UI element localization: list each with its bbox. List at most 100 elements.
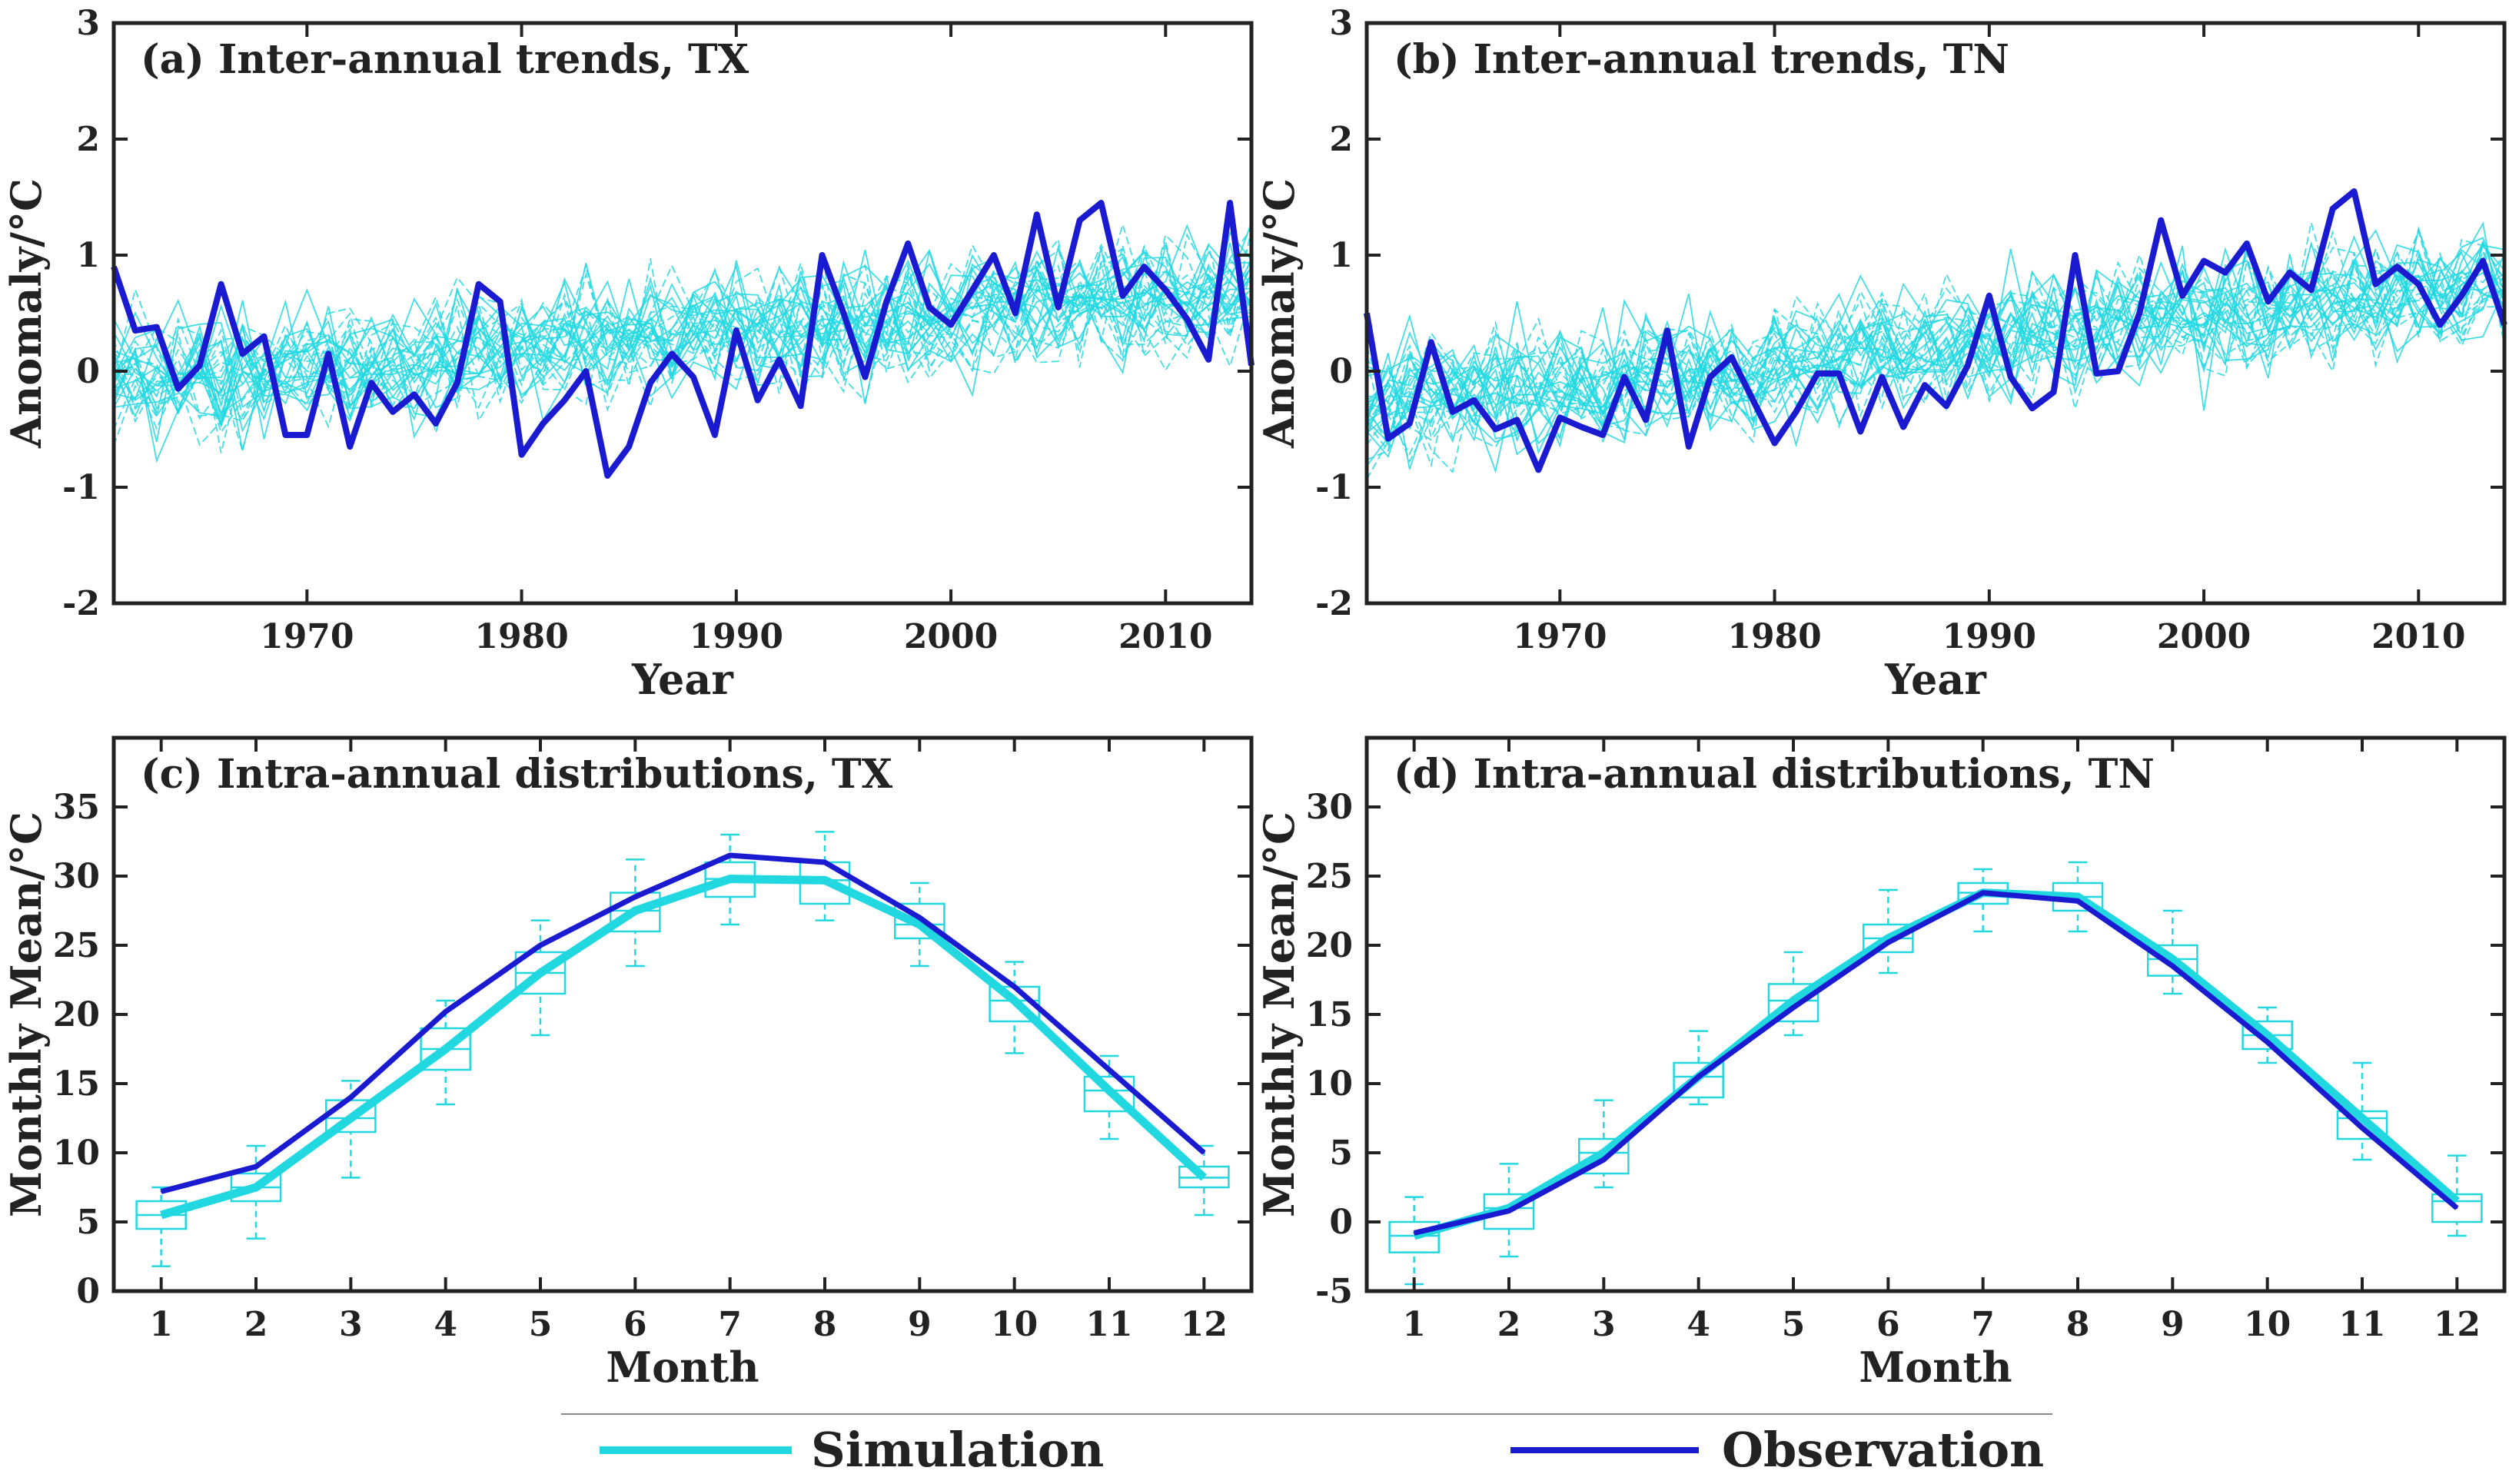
observation-point-2000 [950,324,952,326]
panel-a-xlabel: Year [631,655,733,704]
panel-c-ytick-label-30: 30 [53,857,100,896]
observation-point-1998 [907,242,909,244]
observation-point-2010 [1165,289,1167,291]
observation-point-1997 [886,300,888,303]
observation-point-1982 [1816,373,1819,375]
observation-point-month-4 [444,1011,447,1013]
box-month-12 [2431,1193,2483,1223]
panel-d-ytick-label-0: 0 [1329,1203,1353,1242]
observation-point-1985 [1881,376,1883,378]
observation-point-2012 [2461,294,2463,297]
panel-c-xtick-label-7: 7 [718,1305,742,1344]
panel-a-xtick-label-2000: 2000 [904,617,998,656]
simulation-point-month-10 [1013,1000,1015,1001]
observation-line [1364,188,2507,473]
observation-point-1980 [1773,442,1776,444]
observation-point-1997 [2138,312,2141,314]
observation-point-month-11 [2361,1127,2363,1129]
observation-point-2006 [1078,219,1081,221]
observation-point-1994 [821,254,823,256]
legend: Simulation Observation [561,1413,2052,1478]
observation-point-1971 [1580,426,1583,428]
observation-point-month-8 [2077,900,2079,902]
simulation-member-10 [113,237,1252,430]
legend-observation-label: Observation [1722,1422,2044,1478]
observation-point-1964 [177,387,179,390]
observation-point-1985 [628,446,630,448]
simulation-point-month-7 [729,878,731,880]
panel-a-title: (a) Inter-annual trends, TX [141,36,749,83]
box-month-9 [894,902,945,940]
observation-point-1970 [1559,417,1561,419]
observation-point-1992 [778,358,780,360]
observation-point-1968 [1516,419,1518,421]
observation-point-1963 [1408,422,1411,424]
observation-point-2007 [2353,190,2355,192]
simulation-point-month-11 [1108,1090,1110,1091]
observation-point-2003 [1014,312,1016,314]
panel-d-xtick-label-9: 9 [2161,1305,2185,1344]
observation-point-2012 [1208,358,1210,360]
observation-point-1996 [864,376,866,378]
simulation-member-16 [1366,262,2505,468]
panel-c-xtick-label-2: 2 [244,1305,268,1344]
observation-point-1966 [220,283,222,285]
panel-d-xtick-label-8: 8 [2066,1305,2090,1344]
panel-b-xtick-label-2010: 2010 [2371,617,2465,656]
simulation-point-month-3 [1603,1152,1605,1154]
simulation-member-24 [113,253,1252,423]
simulation-point-month-2 [255,1187,257,1188]
legend-simulation-label: Simulation [811,1422,1104,1478]
panel-d-xtick-label-5: 5 [1782,1305,1806,1344]
observation-point-1999 [929,306,931,308]
observation-point-1976 [434,422,437,424]
observation-point-month-4 [1697,1076,1700,1077]
simulation-member-28 [1366,226,2505,480]
simulation-member-5 [113,222,1252,463]
observation-point-month-2 [255,1166,257,1167]
observation-point-1986 [1903,426,1905,428]
observation-point-month-3 [1603,1159,1605,1160]
observation-point-1988 [692,376,694,378]
simulation-point-month-8 [824,879,826,881]
observation-point-1977 [1709,376,1711,378]
observation-point-month-2 [1508,1210,1510,1212]
panel-a-xtick-label-1970: 1970 [260,617,354,656]
observation-point-1986 [650,382,652,384]
panel-b-xtick-label-1990: 1990 [1942,617,2036,656]
observation-point-2009 [1143,266,1145,268]
observation-point-1995 [2095,373,2098,375]
panel-b-ytick-label-2: 2 [1329,120,1353,159]
observation-point-1979 [1752,399,1754,401]
panel-c-xtick-label-6: 6 [623,1305,647,1344]
observation-point-2001 [2224,271,2226,274]
panel-c-xlabel: Month [606,1343,759,1392]
panel-c-ytick-label-0: 0 [76,1272,100,1311]
panel-c-ytick-label-5: 5 [76,1203,100,1242]
observation-point-1992 [2031,407,2033,410]
observation-point-2005 [2310,289,2312,291]
observation-point-1991 [2009,376,2012,378]
observation-point-2009 [2396,266,2398,268]
panel-d-xtick-label-7: 7 [1971,1305,1995,1344]
panel-c-ytick-label-25: 25 [53,926,100,965]
observation-point-month-11 [1108,1069,1110,1071]
observation-point-month-9 [2172,965,2174,967]
observation-point-2002 [2245,242,2248,244]
observation-point-1973 [371,382,373,384]
panel-d-xtick-label-11: 11 [2338,1305,2385,1344]
observation-point-1996 [2117,370,2119,372]
observation-point-1967 [241,353,244,355]
observation-point-1966 [1473,399,1475,401]
observation-point-1977 [456,382,458,384]
panel-c-xtick-label-3: 3 [339,1305,363,1344]
observation-point-1994 [2074,254,2076,256]
simulation-point-month-3 [350,1117,352,1119]
observation-point-1975 [1666,330,1668,332]
observation-point-1993 [799,405,802,407]
observation-point-1978 [1730,356,1733,358]
simulation-member-20 [1366,222,2505,449]
panel-a-ylabel: Anomaly/°C [2,178,51,449]
observation-point-1976 [1687,446,1690,448]
observation-point-1995 [842,312,845,314]
